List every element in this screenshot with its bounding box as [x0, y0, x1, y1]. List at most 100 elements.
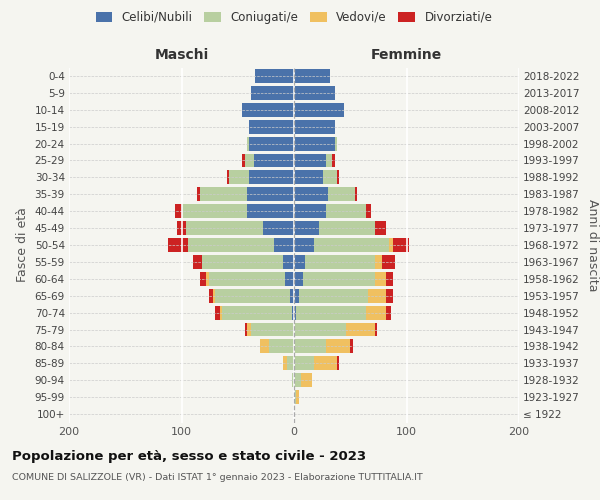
Bar — [254, 154, 294, 168]
Bar — [186, 221, 263, 235]
Bar — [305, 255, 375, 269]
Bar — [285, 272, 294, 285]
Legend: Celibi/Nubili, Coniugati/e, Vedovi/e, Divorziati/e: Celibi/Nubili, Coniugati/e, Vedovi/e, Di… — [95, 11, 493, 24]
Bar — [209, 272, 285, 285]
Bar — [294, 272, 303, 285]
Bar — [247, 322, 251, 336]
Bar — [375, 255, 382, 269]
Bar — [199, 188, 247, 201]
Bar — [294, 204, 325, 218]
Bar — [294, 374, 301, 387]
Bar — [245, 154, 254, 168]
Bar — [393, 238, 409, 252]
Bar — [247, 136, 249, 150]
Bar — [287, 356, 294, 370]
Bar — [294, 103, 343, 117]
Bar — [294, 255, 305, 269]
Bar — [220, 306, 222, 320]
Bar — [386, 272, 393, 285]
Bar — [303, 272, 375, 285]
Bar — [188, 238, 274, 252]
Y-axis label: Anni di nascita: Anni di nascita — [586, 198, 599, 291]
Bar — [242, 103, 294, 117]
Bar — [355, 188, 357, 201]
Bar — [294, 188, 328, 201]
Bar — [335, 136, 337, 150]
Bar — [251, 86, 294, 100]
Bar — [296, 306, 366, 320]
Bar — [386, 289, 393, 302]
Bar — [294, 322, 346, 336]
Text: Popolazione per età, sesso e stato civile - 2023: Popolazione per età, sesso e stato civil… — [12, 450, 366, 463]
Bar — [294, 136, 335, 150]
Bar — [283, 255, 294, 269]
Bar — [337, 170, 339, 184]
Bar — [375, 221, 386, 235]
Bar — [269, 340, 294, 353]
Bar — [375, 272, 386, 285]
Bar — [366, 306, 386, 320]
Bar — [350, 340, 353, 353]
Bar — [294, 340, 325, 353]
Bar — [222, 306, 292, 320]
Bar — [260, 340, 269, 353]
Bar — [389, 238, 393, 252]
Bar — [245, 322, 247, 336]
Bar — [294, 289, 299, 302]
Bar — [197, 188, 199, 201]
Bar — [290, 289, 294, 302]
Bar — [294, 221, 319, 235]
Bar — [314, 356, 337, 370]
Bar — [314, 238, 389, 252]
Bar — [346, 322, 375, 336]
Bar — [294, 170, 323, 184]
Bar — [215, 306, 220, 320]
Bar — [202, 255, 283, 269]
Bar — [182, 204, 247, 218]
Bar — [294, 238, 314, 252]
Bar — [368, 289, 386, 302]
Bar — [206, 272, 209, 285]
Bar — [323, 170, 337, 184]
Bar — [337, 356, 339, 370]
Bar — [283, 356, 287, 370]
Bar — [199, 272, 206, 285]
Bar — [242, 154, 245, 168]
Bar — [294, 86, 335, 100]
Bar — [175, 204, 182, 218]
Bar — [209, 289, 213, 302]
Bar — [168, 238, 188, 252]
Y-axis label: Fasce di età: Fasce di età — [16, 208, 29, 282]
Bar — [249, 120, 294, 134]
Bar — [325, 340, 350, 353]
Bar — [227, 170, 229, 184]
Bar — [386, 306, 391, 320]
Bar — [294, 356, 314, 370]
Bar — [382, 255, 395, 269]
Bar — [294, 306, 296, 320]
Bar — [294, 69, 330, 83]
Bar — [319, 221, 375, 235]
Bar — [249, 170, 294, 184]
Bar — [251, 322, 294, 336]
Bar — [274, 238, 294, 252]
Bar — [328, 188, 355, 201]
Bar — [247, 204, 294, 218]
Bar — [292, 306, 294, 320]
Bar — [375, 322, 377, 336]
Text: COMUNE DI SALIZZOLE (VR) - Dati ISTAT 1° gennaio 2023 - Elaborazione TUTTITALIA.: COMUNE DI SALIZZOLE (VR) - Dati ISTAT 1°… — [12, 472, 423, 482]
Bar — [229, 170, 249, 184]
Bar — [296, 390, 299, 404]
Bar — [292, 374, 294, 387]
Bar — [247, 188, 294, 201]
Bar — [301, 374, 312, 387]
Bar — [177, 221, 186, 235]
Text: Maschi: Maschi — [154, 48, 209, 62]
Bar — [263, 221, 294, 235]
Bar — [332, 154, 335, 168]
Bar — [299, 289, 368, 302]
Bar — [249, 136, 294, 150]
Bar — [215, 289, 290, 302]
Bar — [294, 120, 335, 134]
Bar — [294, 390, 296, 404]
